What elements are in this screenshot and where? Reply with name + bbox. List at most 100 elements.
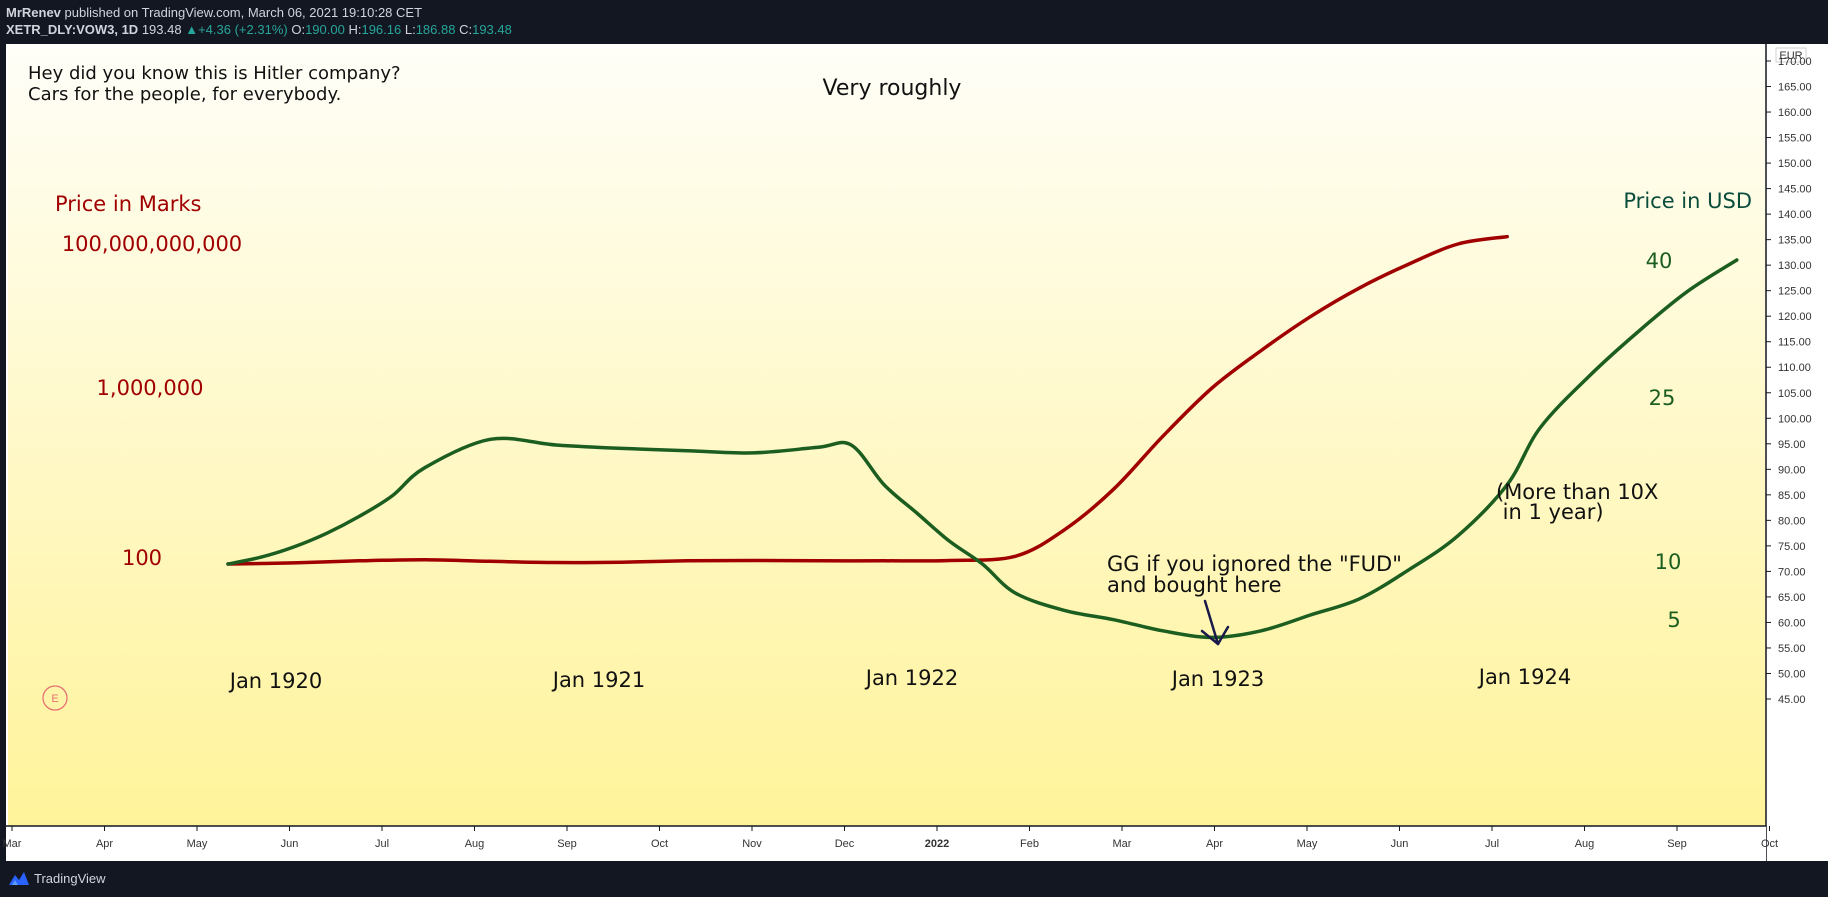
price-axis-label: 150.00 — [1778, 158, 1812, 170]
year-label: Jan 1923 — [1170, 667, 1265, 691]
time-axis-label: Nov — [742, 838, 762, 850]
price-axis-label: 65.00 — [1778, 592, 1806, 604]
marks-level-label: 100 — [122, 546, 162, 570]
price-axis-label: 155.00 — [1778, 133, 1812, 145]
year-label: Jan 1924 — [1477, 665, 1572, 689]
year-label: Jan 1920 — [228, 669, 323, 693]
time-axis-label: Sep — [557, 838, 577, 850]
series-line-marks[interactable] — [226, 234, 1509, 566]
earnings-badge[interactable]: E — [42, 685, 68, 711]
time-axis-label: Aug — [465, 838, 485, 850]
price-axis-label: 50.00 — [1778, 668, 1806, 680]
time-axis-label: May — [187, 838, 208, 850]
time-axis: Mar Apr May Jun Jul Aug Sep Oct Nov Dec 2022 Feb Mar… — [3, 826, 1778, 850]
price-axis-label: 110.00 — [1778, 362, 1811, 374]
time-axis-label: Jul — [1485, 838, 1499, 850]
price-axis-label: 120.00 — [1778, 311, 1812, 323]
year-label: Jan 1921 — [551, 668, 646, 692]
publish-info: MrRenev published on TradingView.com, Ma… — [6, 5, 422, 20]
price-axis-label: 115.00 — [1778, 337, 1811, 349]
high-value: 196.16 — [361, 22, 402, 37]
up-triangle-icon: ▲ — [185, 22, 199, 37]
tradingview-brand[interactable]: TradingView — [34, 871, 106, 886]
time-axis-label: Sep — [1667, 838, 1687, 850]
time-axis-label: Aug — [1575, 838, 1595, 850]
time-axis-label: Mar — [1113, 838, 1132, 850]
price-axis-label: 60.00 — [1778, 617, 1806, 629]
plot-background[interactable] — [8, 44, 1766, 826]
arrow-icon — [1200, 599, 1230, 646]
earnings-badge-label: E — [51, 693, 58, 705]
price-axis-label: 105.00 — [1778, 388, 1812, 400]
price-axis-label: 140.00 — [1778, 209, 1812, 221]
year-label: Jan 1922 — [864, 666, 959, 690]
usd-level-label: 5 — [1667, 608, 1680, 632]
price-axis-label: 75.00 — [1778, 541, 1806, 553]
tenx-annotation-line2: in 1 year) — [1496, 500, 1604, 524]
price-axis-label: 90.00 — [1778, 464, 1806, 476]
publish-text: published on TradingView.com, March 06, … — [60, 5, 423, 20]
time-axis-label: Jun — [281, 838, 299, 850]
time-axis-label: Oct — [651, 838, 668, 850]
price-axis-label: 165.00 — [1778, 82, 1812, 94]
price-axis-label: 45.00 — [1778, 694, 1806, 706]
time-axis-label: May — [1297, 838, 1318, 850]
low-label: L: — [404, 22, 416, 37]
gg-annotation-line2: and bought here — [1107, 573, 1282, 597]
time-axis-label: Mar — [3, 838, 22, 850]
time-axis-label: Dec — [835, 838, 855, 850]
open-value: 190.00 — [305, 22, 345, 37]
time-axis-label: Apr — [1206, 838, 1223, 850]
intro-text-line1: Hey did you know this is Hitler company? — [28, 63, 401, 84]
price-axis-label: 80.00 — [1778, 515, 1806, 527]
symbol-ohlc: XETR_DLY:VOW3, 1D 193.48 ▲+4.36 (+2.31%)… — [6, 22, 512, 37]
tradingview-logo-icon[interactable] — [8, 869, 30, 887]
close-label: C: — [459, 22, 473, 37]
usd-level-label: 40 — [1646, 249, 1673, 273]
time-axis-label: Feb — [1020, 838, 1039, 850]
symbol-name[interactable]: XETR_DLY:VOW3, 1D — [6, 22, 139, 37]
price-axis-label: 55.00 — [1778, 643, 1806, 655]
chart-area[interactable]: EUR 45.00 50.00 55.00 60.00 65.00 70.00 75.00 8… — [0, 44, 1828, 861]
close-value: 193.48 — [472, 22, 512, 37]
time-axis-label: Jun — [1391, 838, 1409, 850]
author-name[interactable]: MrRenev — [6, 5, 61, 20]
price-axis-label: 85.00 — [1778, 490, 1806, 502]
price-axis-label: 170.00 — [1778, 56, 1812, 68]
price-axis-label: 95.00 — [1778, 439, 1806, 451]
price-axis-label: 100.00 — [1778, 413, 1812, 425]
price-axis-label: 135.00 — [1778, 235, 1812, 247]
price-axis: 45.00 50.00 55.00 60.00 65.00 70.00 75.00 80.00… — [1766, 56, 1812, 706]
very-roughly-text: Very roughly — [823, 76, 962, 101]
usd-level-label: 10 — [1655, 550, 1682, 574]
last-price: 193.48 — [141, 22, 182, 37]
high-label: H: — [348, 22, 362, 37]
price-axis-label: 70.00 — [1778, 566, 1806, 578]
tenx-annotation-line1: (More than 10X — [1496, 480, 1658, 504]
marks-level-label: 1,000,000 — [97, 376, 204, 400]
intro-text-line2: Cars for the people, for everybody. — [28, 84, 341, 105]
price-axis-label: 130.00 — [1778, 260, 1812, 272]
usd-level-label: 25 — [1649, 386, 1676, 410]
price-change: +4.36 (+2.31%) — [198, 22, 288, 37]
time-axis-label: 2022 — [925, 838, 949, 850]
price-axis-label: 145.00 — [1778, 184, 1812, 196]
usd-axis-title: Price in USD — [1623, 189, 1752, 213]
price-axis-label: 160.00 — [1778, 107, 1812, 119]
low-value: 186.88 — [415, 22, 456, 37]
chart-header: MrRenev published on TradingView.com, Ma… — [0, 0, 1828, 44]
time-axis-label: Jul — [375, 838, 389, 850]
time-axis-label: Apr — [96, 838, 113, 850]
currency-badge — [1775, 47, 1807, 63]
marks-level-label: 100,000,000,000 — [62, 232, 242, 256]
price-axis-label: 125.00 — [1778, 286, 1812, 298]
time-axis-label: Oct — [1761, 838, 1778, 850]
footer-bar: TradingView — [0, 861, 1828, 897]
open-label: O: — [291, 22, 306, 37]
series-line-usd[interactable] — [226, 258, 1739, 640]
currency-label: EUR — [1779, 50, 1802, 62]
time-scale-panel[interactable] — [6, 826, 1766, 861]
gg-annotation-line1: GG if you ignored the "FUD" — [1107, 552, 1402, 576]
marks-axis-title: Price in Marks — [55, 192, 201, 216]
price-scale-panel[interactable] — [1766, 44, 1828, 861]
